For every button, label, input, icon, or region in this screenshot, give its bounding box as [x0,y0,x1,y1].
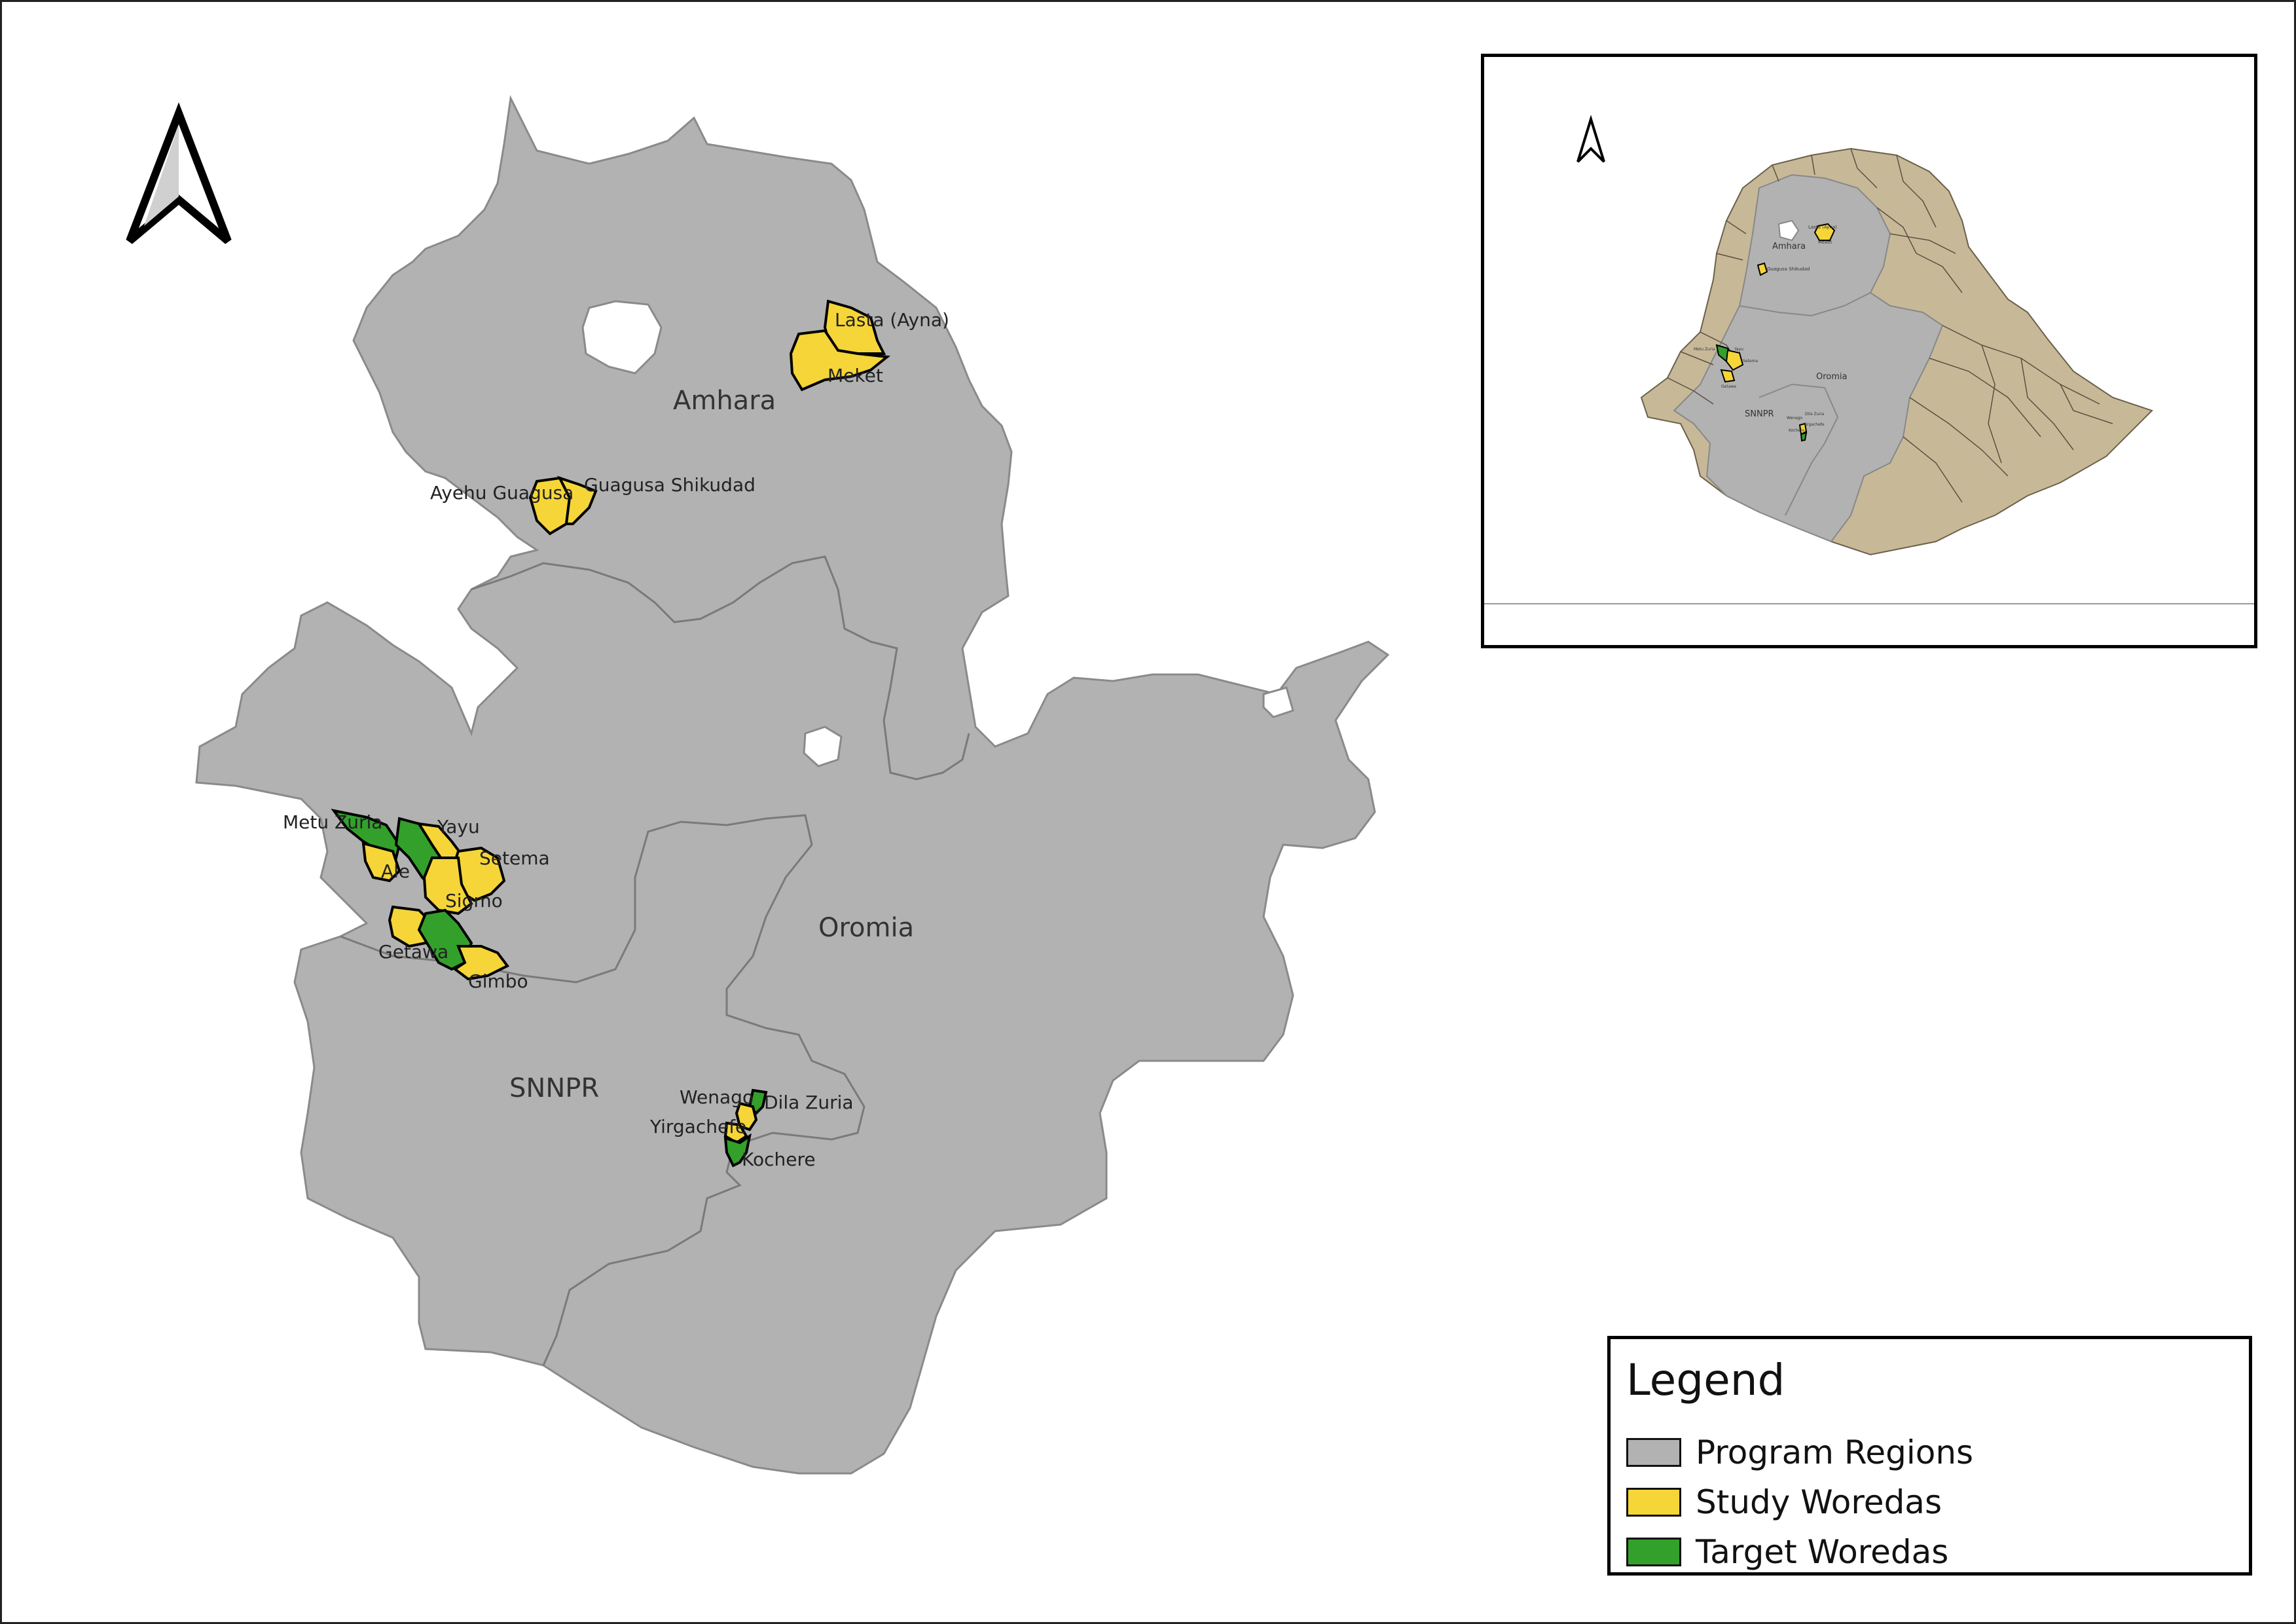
inset-label-kochere: Kochere [1789,428,1804,433]
woreda-label-yirgachefe: Yirgachefe [649,1116,746,1137]
north-arrow-icon [126,102,232,244]
woreda-label-ayehu-guagusa: Ayehu Guagusa [430,482,574,504]
woreda-label-sigmo: Sigmo [445,890,503,912]
inset-labels: Amhara Oromia SNNPR Lasta (Ayna) Meket G… [1694,225,1848,433]
woreda-label-meket: Meket [828,365,883,386]
legend-item-program-regions: Program Regions [1626,1433,1973,1472]
inset-label-yirgachefe: Yirgachefe [1803,422,1825,427]
woreda-gimbo [452,945,510,981]
inset-label-wenago: Wenago [1787,416,1803,420]
legend-label-program-regions: Program Regions [1696,1433,1974,1471]
woreda-label-yayu: Yayu [437,816,480,838]
oromia-snnpr-boundary [340,814,866,1366]
inset-region-label-oromia: Oromia [1816,372,1848,382]
woreda-label-metu-zuria: Metu Zuria [283,811,382,833]
woreda-label-setema: Setema [479,847,550,869]
inset-label-metu-zuria: Metu Zuria [1694,347,1715,352]
inset-label-setema: Setema [1743,359,1758,363]
woreda-labels: Lasta (Ayna) Meket Ayehu Guagusa Guagusa… [283,309,949,1170]
inset-lake [1777,219,1800,242]
addis-hole [803,726,843,767]
inset-woreda-west-study2 [1720,369,1736,383]
region-label-oromia: Oromia [818,913,914,943]
inset-region-label-snnpr: SNNPR [1745,409,1774,419]
inset-woreda-guagusa [1757,262,1768,276]
inset-map-frame: Amhara Oromia SNNPR Lasta (Ayna) Meket G… [1481,54,2257,648]
inset-region-boundary [1739,292,1871,516]
woreda-ale [361,841,401,883]
woreda-wenago [735,1101,758,1132]
inset-program-regions [1673,174,1944,543]
legend-swatch-study-woredas [1626,1488,1681,1517]
region-labels: Amhara Oromia SNNPR [509,386,914,1103]
woreda-label-ale: Ale [381,860,410,882]
legend-swatch-target-woredas [1626,1538,1681,1566]
legend-title: Legend [1626,1355,1785,1405]
inset-woreda-south [1798,422,1808,435]
amhara-oromia-boundary [471,555,970,781]
woreda-label-dila-zuria: Dila Zuria [764,1092,854,1113]
inset-label-dila-zuria: Dila Zuria [1805,412,1825,416]
legend-label-study-woredas: Study Woredas [1696,1483,1942,1521]
woreda-label-gimbo: Gimbo [468,970,528,992]
legend-item-study-woredas: Study Woredas [1626,1483,1942,1522]
inset-woreda-west-study [1725,349,1744,371]
region-label-amhara: Amhara [673,386,776,416]
program-regions [195,95,1390,1475]
region-label-snnpr: SNNPR [509,1073,599,1103]
inset-woreda-network [1667,148,2113,503]
woreda-sigmo [422,857,473,915]
inset-label-yayu: Yayu [1734,347,1743,352]
inset-region-label-amhara: Amhara [1772,242,1806,251]
legend-item-target-woredas: Target Woredas [1626,1532,1948,1572]
woreda-guagusa-shikudad [557,475,598,525]
north-arrow-icon [1576,115,1605,163]
woreda-label-getawa: Getawa [378,941,448,963]
woreda-yirgachefe [723,1121,748,1145]
lake-tana [581,300,663,375]
east-hole [1262,686,1294,718]
woreda-label-guagusa-shikudad: Guagusa Shikudad [584,474,756,496]
woreda-label-lasta: Lasta (Ayna) [835,309,949,331]
inset-label-meket: Meket [1818,240,1832,245]
legend-swatch-program-regions [1626,1438,1681,1467]
inset-label-guagusa-shikudad: Guagusa Shikudad [1767,267,1810,272]
woreda-meket [789,329,891,392]
legend: Legend Program Regions Study Woredas Tar… [1607,1336,2252,1576]
main-map: Amhara Oromia SNNPR Lasta (Ayna) Meket A… [126,95,1390,1475]
woreda-label-kochere: Kochere [742,1149,816,1170]
inset-label-lasta: Lasta (Ayna) [1808,225,1837,230]
program-region-area [195,95,1390,1475]
inset-woreda-lasta [1813,223,1836,241]
inset-woreda-south-target [1800,432,1808,442]
woreda-kochere [723,1133,752,1168]
woreda-polygons [331,299,891,1168]
legend-label-target-woredas: Target Woredas [1696,1533,1949,1571]
woreda-label-wenago: Wenago [680,1086,754,1108]
inset-label-getawa: Getawa [1721,384,1736,389]
inset-map: Amhara Oromia SNNPR Lasta (Ayna) Meket G… [1484,115,2254,604]
